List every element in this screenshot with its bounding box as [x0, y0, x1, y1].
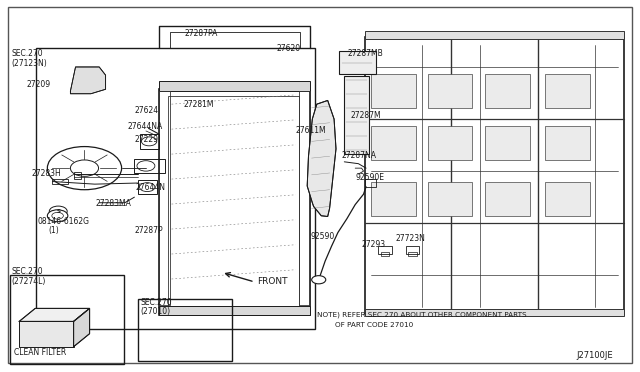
Bar: [428, 126, 472, 160]
Text: 27209: 27209: [27, 80, 51, 89]
Bar: [36, 48, 315, 329]
Text: SEC.270: SEC.270: [12, 49, 43, 58]
Text: 27644N: 27644N: [136, 183, 166, 192]
Bar: [159, 89, 310, 315]
Text: 27644NA: 27644NA: [128, 122, 163, 131]
Text: SEC.270: SEC.270: [12, 267, 43, 276]
Bar: [339, 51, 376, 74]
Bar: [159, 91, 170, 305]
Bar: [371, 182, 416, 216]
Text: (27010): (27010): [141, 307, 171, 316]
Bar: [168, 96, 299, 310]
Text: 27287M: 27287M: [351, 111, 381, 120]
Text: 92590E: 92590E: [356, 173, 385, 182]
Bar: [545, 74, 590, 108]
Text: (27274L): (27274L): [12, 277, 46, 286]
Bar: [371, 126, 416, 160]
Text: 27229: 27229: [134, 135, 159, 144]
Bar: [134, 159, 165, 173]
Text: 92590: 92590: [310, 232, 335, 241]
Text: FRONT: FRONT: [257, 277, 288, 286]
Bar: [545, 126, 590, 160]
Bar: [428, 74, 472, 108]
Text: OF PART CODE 27010: OF PART CODE 27010: [335, 322, 413, 328]
Bar: [485, 74, 530, 108]
Circle shape: [312, 276, 326, 284]
Text: 27293: 27293: [362, 240, 386, 249]
Text: (1): (1): [48, 227, 59, 235]
Polygon shape: [19, 308, 90, 321]
Text: (27123N): (27123N): [12, 59, 47, 68]
Bar: [299, 91, 310, 305]
Text: CLEAN FILTER: CLEAN FILTER: [14, 348, 67, 357]
Bar: [365, 37, 624, 314]
Text: 27287NA: 27287NA: [341, 151, 376, 160]
Polygon shape: [307, 100, 336, 217]
Text: 27611M: 27611M: [296, 126, 326, 135]
Bar: [381, 252, 389, 256]
Bar: [428, 182, 472, 216]
Text: 27283H: 27283H: [32, 169, 61, 178]
Bar: [159, 306, 310, 315]
Bar: [10, 275, 124, 364]
Bar: [485, 182, 530, 216]
Text: NOTE) REFER SEC.270 ABOUT OTHER COMPONENT PARTS: NOTE) REFER SEC.270 ABOUT OTHER COMPONEN…: [317, 312, 527, 318]
Bar: [52, 179, 68, 184]
Bar: [408, 252, 417, 256]
Circle shape: [49, 206, 67, 217]
Text: 27283MA: 27283MA: [96, 199, 132, 208]
Bar: [159, 81, 310, 91]
Bar: [545, 182, 590, 216]
Text: 27620: 27620: [276, 44, 301, 53]
Bar: [378, 246, 392, 254]
Bar: [19, 321, 74, 347]
Text: 27624: 27624: [134, 106, 159, 115]
Bar: [406, 246, 419, 254]
Bar: [365, 31, 624, 39]
Bar: [371, 74, 416, 108]
Bar: [138, 299, 232, 361]
Text: 27287P: 27287P: [134, 226, 163, 235]
Text: 08146-6162G: 08146-6162G: [37, 217, 89, 226]
Text: J27100JE: J27100JE: [576, 351, 612, 360]
Polygon shape: [74, 308, 90, 347]
Bar: [344, 76, 369, 154]
Text: 27287MB: 27287MB: [348, 49, 383, 58]
Bar: [485, 126, 530, 160]
Text: 27723N: 27723N: [396, 234, 426, 243]
Bar: [365, 179, 376, 187]
Text: 27287PA: 27287PA: [184, 29, 218, 38]
Bar: [138, 180, 157, 194]
Bar: [74, 172, 81, 179]
Circle shape: [47, 210, 68, 222]
Text: S: S: [56, 209, 60, 214]
Bar: [365, 309, 624, 316]
Polygon shape: [70, 67, 106, 94]
Bar: [140, 134, 159, 149]
Text: SEC.270: SEC.270: [141, 298, 172, 307]
Text: 27281M: 27281M: [183, 100, 214, 109]
